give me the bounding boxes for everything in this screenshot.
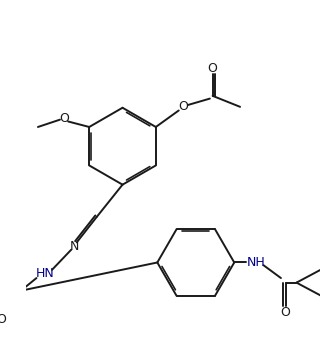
- Text: N: N: [69, 240, 79, 253]
- Text: O: O: [0, 313, 6, 326]
- Text: HN: HN: [35, 267, 54, 280]
- Text: O: O: [281, 306, 291, 319]
- Text: NH: NH: [247, 256, 265, 269]
- Text: O: O: [60, 112, 69, 125]
- Text: O: O: [208, 62, 218, 75]
- Text: O: O: [178, 100, 188, 113]
